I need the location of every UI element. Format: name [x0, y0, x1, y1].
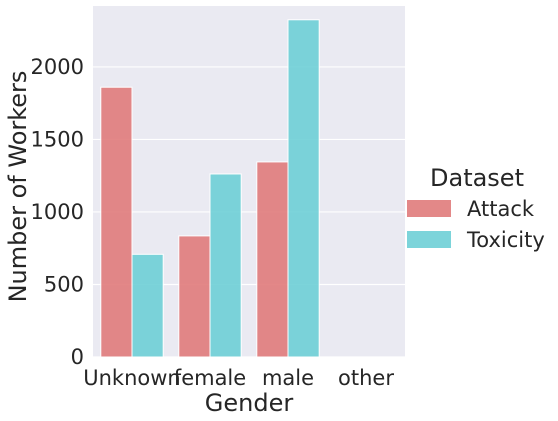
y-axis-label: Number of Workers [4, 71, 32, 303]
y-tick-label: 1500 [31, 127, 84, 151]
bar-toxicity-female [209, 173, 242, 358]
y-tick-labels: 0 500 1000 1500 2000 [31, 55, 84, 369]
legend-title: Dataset [430, 164, 524, 192]
y-tick-label: 2000 [31, 55, 84, 79]
bar-attack-unknown [100, 86, 133, 358]
y-tick-label: 500 [44, 272, 84, 296]
legend-label-attack: Attack [467, 197, 535, 221]
bars [100, 19, 320, 358]
bar-attack-female [178, 235, 211, 358]
y-tick-label: 1000 [31, 200, 84, 224]
x-tick-label: other [338, 366, 394, 390]
y-tick-label: 0 [71, 345, 84, 369]
bar-toxicity-unknown [131, 253, 164, 358]
legend-label-toxicity: Toxicity [466, 228, 545, 252]
x-axis-label: Gender [205, 389, 294, 417]
x-tick-label: male [262, 366, 314, 390]
legend-swatch-attack [407, 200, 451, 217]
x-tick-label: Unknown [83, 366, 180, 390]
legend-swatch-toxicity [407, 231, 451, 248]
bar-attack-male [256, 161, 289, 358]
bar-toxicity-male [287, 19, 320, 358]
x-tick-label: female [174, 366, 246, 390]
legend: Dataset Attack Toxicity [407, 164, 545, 252]
